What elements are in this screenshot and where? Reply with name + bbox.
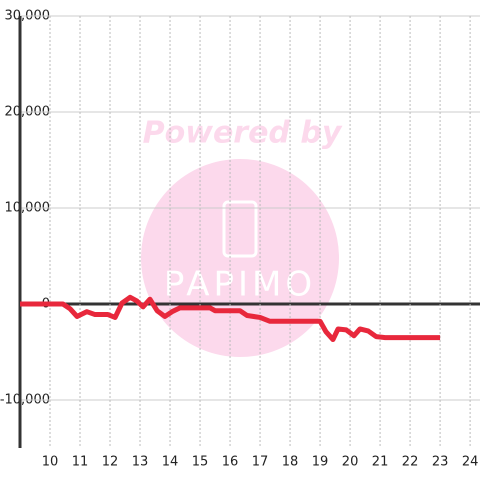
x-tick-label: 10 — [42, 455, 59, 470]
data-line — [20, 294, 441, 343]
watermark-text: Powered by — [143, 116, 343, 151]
x-tick-label: 21 — [372, 455, 389, 470]
plot — [20, 294, 441, 343]
x-tick-label: 22 — [402, 455, 419, 470]
x-tick-label: 12 — [102, 455, 119, 470]
x-tick-label: 18 — [282, 455, 299, 470]
x-tick-label: 13 — [132, 455, 149, 470]
x-tick-label: 16 — [222, 455, 239, 470]
watermark-logo: PAPIMO — [164, 265, 316, 305]
x-tick-label: 17 — [252, 455, 269, 470]
x-tick-label: 14 — [162, 455, 179, 470]
x-tick-label: 24 — [462, 455, 479, 470]
x-tick-label: 11 — [72, 455, 89, 470]
grid: 30,00020,00010,0000-10,00010111213141516… — [0, 9, 480, 470]
x-tick-label: 19 — [312, 455, 329, 470]
x-tick-label: 15 — [192, 455, 209, 470]
x-tick-label: 23 — [432, 455, 449, 470]
x-tick-label: 20 — [342, 455, 359, 470]
watermark-circle — [141, 159, 339, 357]
watermark-icon — [222, 200, 258, 258]
